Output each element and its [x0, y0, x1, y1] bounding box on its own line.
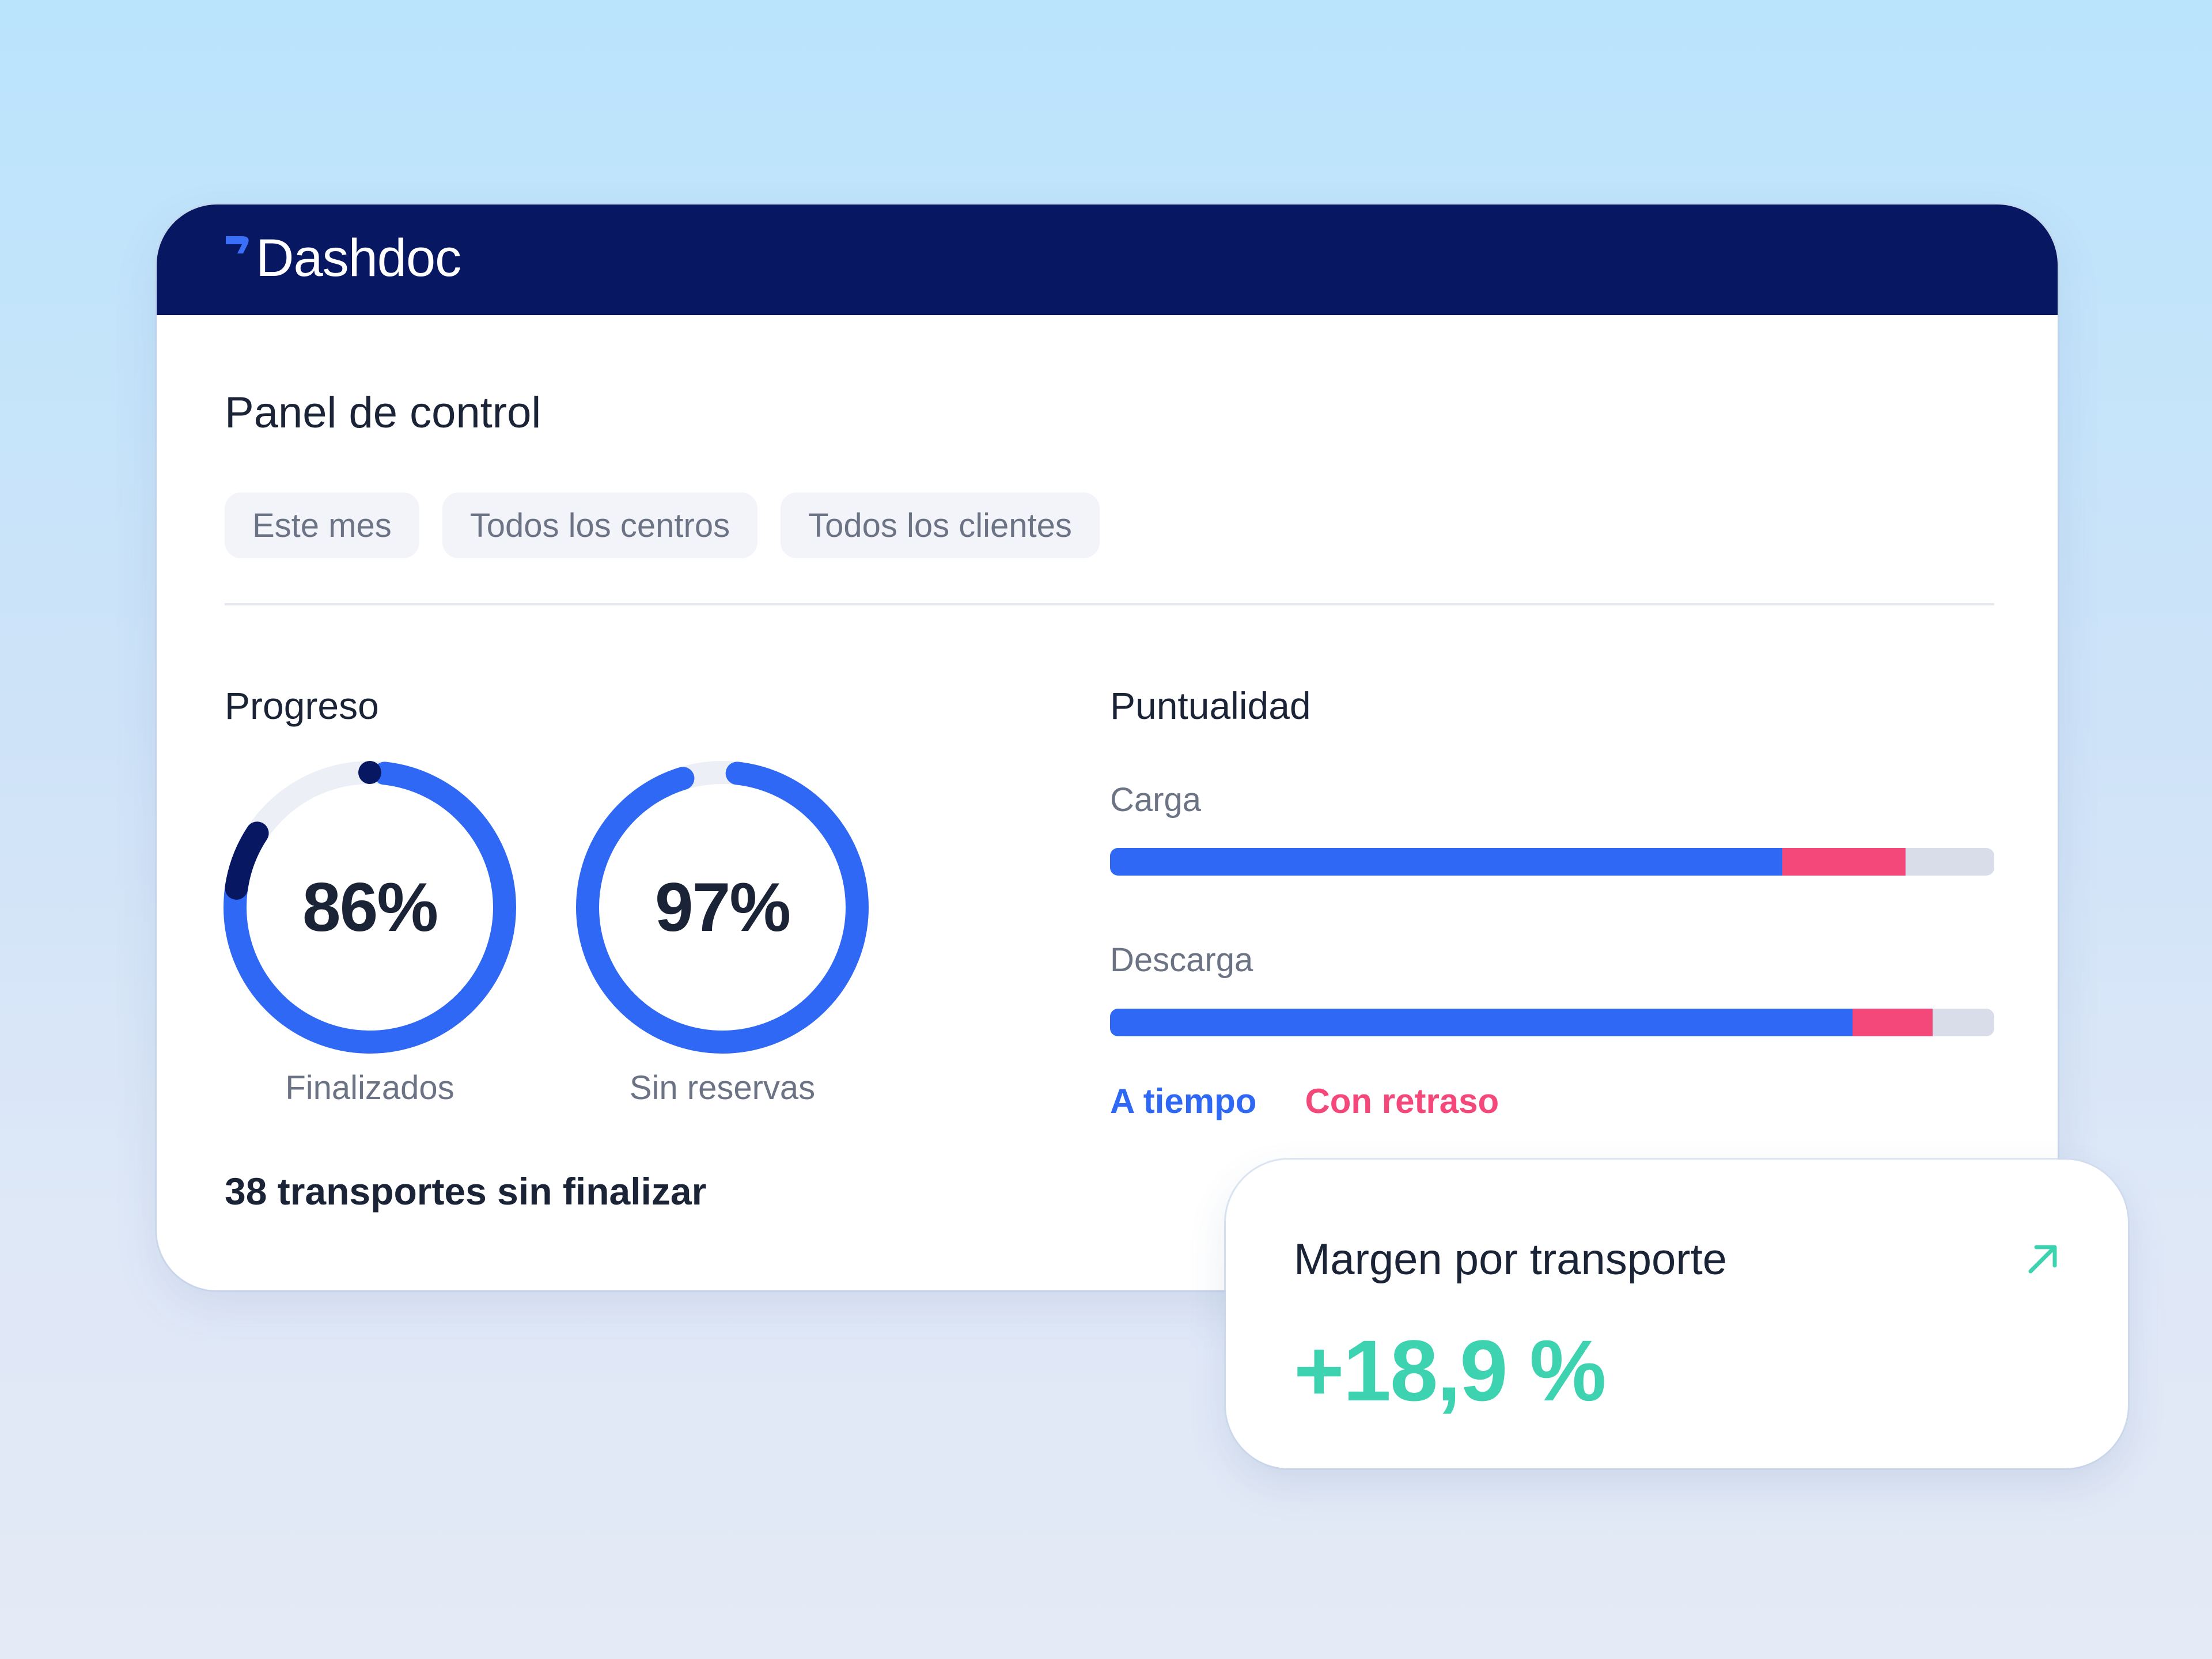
ring-label-finalizados: Finalizados	[285, 1069, 454, 1107]
punctuality-bar-descarga	[1110, 1009, 1994, 1036]
bar-segment-late	[1853, 1009, 1933, 1036]
margin-value: +18,9 %	[1294, 1322, 1607, 1419]
dashboard-card: Dashdoc Panel de control Este mes Todos …	[157, 204, 2058, 1290]
ring-value-sin-reservas: 97%	[654, 869, 791, 946]
pending-transports-text: 38 transportes sin finalizar	[225, 1170, 707, 1213]
punctuality-legend: A tiempo Con retraso	[1110, 1081, 1499, 1121]
arrow-up-right-icon	[2028, 1245, 2057, 1274]
divider	[225, 603, 1994, 605]
legend-on-time: A tiempo	[1110, 1082, 1257, 1120]
ring-progress	[576, 761, 869, 1054]
margin-title: Margen por transporte	[1294, 1235, 1727, 1284]
logo-text: Dashdoc	[256, 228, 461, 287]
ring-sin-reservas-chart	[576, 761, 869, 1054]
punctuality-bar-carga	[1110, 848, 1994, 876]
progress-ring-finalizados: 86%	[223, 760, 517, 1054]
progress-section-title: Progreso	[225, 684, 379, 727]
filter-clients[interactable]: Todos los clientes	[781, 493, 1100, 558]
dashdoc-logo[interactable]: Dashdoc	[225, 226, 461, 290]
logo-mark-icon	[226, 236, 249, 253]
ring-accent	[224, 761, 516, 1054]
ring-finalizados-chart	[224, 761, 516, 1054]
bar-segment-late	[1782, 848, 1906, 876]
progress-ring-sin-reservas: 97%	[575, 760, 869, 1054]
top-bar: Dashdoc	[157, 204, 2058, 315]
ring-label-sin-reservas: Sin reservas	[629, 1069, 816, 1107]
bar-label-descarga: Descarga	[1110, 941, 1253, 979]
bar-label-carga: Carga	[1110, 781, 1201, 819]
ring-value-finalizados: 86%	[302, 869, 438, 946]
punctuality-section-title: Puntualidad	[1110, 684, 1311, 727]
bar-segment-on-time	[1110, 1009, 1853, 1036]
filter-period[interactable]: Este mes	[225, 493, 419, 558]
filter-bar: Este mes Todos los centros Todos los cli…	[225, 493, 1100, 558]
legend-late: Con retraso	[1305, 1082, 1499, 1120]
ring-progress	[224, 761, 516, 1054]
bar-segment-on-time	[1110, 848, 1782, 876]
page-title: Panel de control	[225, 388, 541, 437]
filter-centers[interactable]: Todos los centros	[442, 493, 758, 558]
margin-card[interactable]: Margen por transporte +18,9 %	[1226, 1160, 2128, 1468]
